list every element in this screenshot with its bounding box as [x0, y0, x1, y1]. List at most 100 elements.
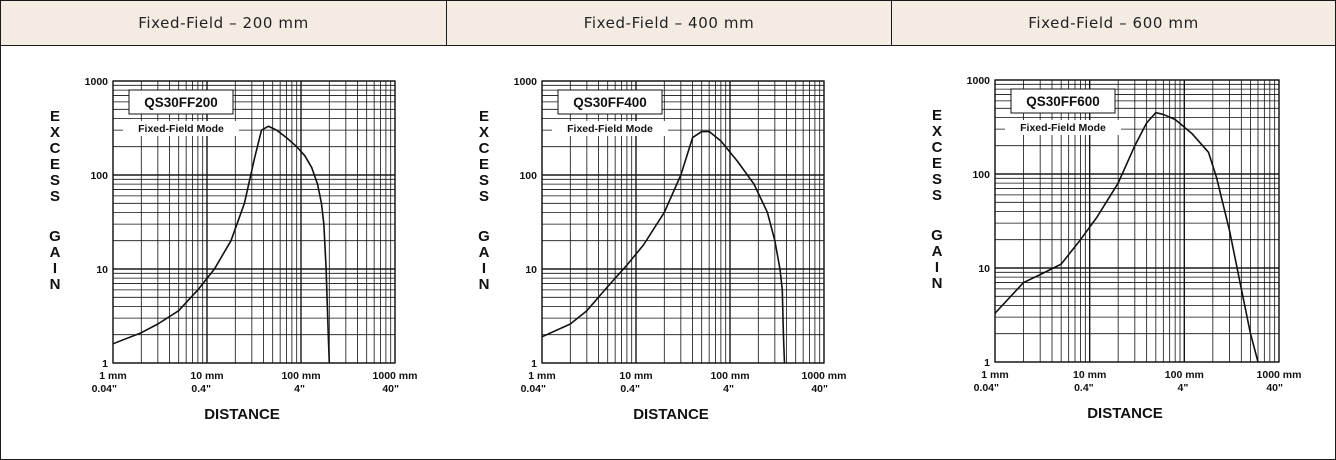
y-axis-title-letter: N — [932, 275, 943, 292]
x-axis-title: DISTANCE — [204, 406, 280, 423]
mode-label-bg — [1005, 120, 1121, 135]
y-tick-label: 1 — [102, 358, 108, 370]
y-axis-title-letter: X — [932, 123, 942, 140]
y-axis-title-letter: C — [932, 139, 943, 156]
x-tick-label-mm: 1000 mm — [1257, 369, 1302, 381]
y-axis-title-letter: I — [482, 260, 486, 277]
y-axis-title-letter: A — [932, 243, 943, 260]
y-axis-title-letter: N — [479, 276, 490, 293]
y-axis-title-letter: I — [53, 260, 57, 277]
y-axis-title-letter: E — [50, 156, 60, 173]
y-tick-label: 10 — [978, 263, 990, 275]
mode-label-bg — [552, 121, 668, 136]
chart-panel-600: 1 10 100 1000 1 mm 0.04" 10 mm 0.4" 100 mm 4" 1000… — [891, 46, 1336, 459]
y-axis-title-letter: S — [479, 172, 489, 189]
x-tick-label-inch: 0.04" — [521, 383, 546, 395]
x-tick-label-inch: 40" — [1266, 382, 1283, 394]
model-label: QS30FF200 — [144, 95, 218, 110]
y-tick-label: 1 — [984, 357, 990, 369]
y-tick-label: 100 — [972, 169, 990, 181]
y-axis-title-letter: E — [479, 108, 489, 125]
excess-gain-chart: 1 10 100 1000 1 mm0.04" 10 mm0.4" 100 mm4" 1000… — [478, 76, 847, 423]
plot-border — [994, 79, 1280, 363]
x-tick-label-inch: 0.4" — [1074, 382, 1094, 394]
y-tick-label: 10 — [525, 264, 537, 276]
y-axis-title-letter: A — [479, 244, 490, 261]
x-tick-label-mm: 1000 mm — [373, 370, 418, 382]
panel-header-200: Fixed-Field – 200 mm — [138, 14, 309, 32]
y-tick-label: 10 — [96, 264, 108, 276]
y-axis-title-letter: A — [50, 244, 61, 261]
x-tick-label-inch: 0.04" — [974, 382, 999, 394]
y-axis-title-letter: I — [935, 259, 939, 276]
excess-gain-curve — [994, 111, 1259, 363]
excess-gain-curve — [112, 125, 331, 364]
y-tick-label: 100 — [519, 170, 537, 182]
excess-gain-chart: 1 10 100 1000 1 mm0.04" 10 mm0.4" 100 mm4" 1000… — [49, 76, 418, 423]
x-tick-label-mm: 1000 mm — [802, 370, 847, 382]
x-axis-title: DISTANCE — [633, 406, 709, 423]
x-tick-label-mm: 10 mm — [619, 370, 652, 382]
y-axis-title-letter: C — [50, 140, 61, 157]
y-axis-title-letter: X — [479, 124, 489, 141]
y-axis-title-letter: G — [478, 228, 490, 245]
y-axis-title-letter: S — [932, 187, 942, 204]
x-tick-label-mm: 1 mm — [528, 370, 555, 382]
x-tick-label-inch: 40" — [382, 383, 399, 395]
y-tick-label: 1 — [531, 358, 537, 370]
y-axis-title-letter: N — [50, 276, 61, 293]
y-tick-label: 100 — [90, 170, 108, 182]
x-tick-label-inch: 40" — [811, 383, 828, 395]
x-tick-label-inch: 4" — [1178, 382, 1189, 394]
y-axis-title-letter: S — [50, 172, 60, 189]
excess-gain-chart: 1 10 100 1000 1 mm0.04" 10 mm0.4" 100 mm4" 1000… — [931, 75, 1302, 422]
y-axis-title-letter: C — [479, 140, 490, 157]
mode-label: Fixed-Field Mode — [138, 123, 224, 135]
y-axis-title-letter: S — [479, 188, 489, 205]
plot-border — [541, 80, 825, 364]
excess-gain-curve — [541, 130, 786, 364]
plot-border — [112, 80, 396, 364]
x-tick-label-inch: 4" — [294, 383, 305, 395]
x-tick-label-mm: 1 mm — [99, 370, 126, 382]
y-tick-label: 1000 — [967, 75, 991, 87]
model-label-box — [1010, 88, 1116, 114]
y-axis-title-letter: E — [479, 156, 489, 173]
x-tick-label-mm: 100 mm — [710, 370, 749, 382]
chart-panel-400: 1 10 100 1000 1 mm 0.04" 10 mm 0.4" 100 mm 4" 1000… — [446, 46, 891, 459]
x-tick-label-inch: 4" — [723, 383, 734, 395]
y-axis-title-letter: S — [932, 171, 942, 188]
x-tick-label-mm: 10 mm — [190, 370, 223, 382]
model-label: QS30FF400 — [573, 95, 647, 110]
model-label: QS30FF600 — [1026, 94, 1100, 109]
header-divider — [891, 1, 892, 45]
x-tick-label-inch: 0.4" — [191, 383, 211, 395]
panel-header-600: Fixed-Field – 600 mm — [1028, 14, 1199, 32]
mode-label: Fixed-Field Mode — [1020, 122, 1106, 134]
x-tick-label-mm: 1 mm — [981, 369, 1008, 381]
header-divider — [446, 1, 447, 45]
x-tick-label-inch: 0.4" — [620, 383, 640, 395]
panel-header-400: Fixed-Field – 400 mm — [583, 14, 755, 32]
x-axis-title: DISTANCE — [1087, 405, 1163, 422]
header-row: Fixed-Field – 200 mm Fixed-Field – 400 m… — [1, 1, 1335, 46]
chart-panel-200: 1 10 100 1000 1 mm 0.04" 10 mm 0.4" 100 mm 4" 1000… — [1, 46, 446, 459]
y-axis-title-letter: G — [931, 227, 943, 244]
y-axis-title-letter: E — [50, 108, 60, 125]
y-axis-title-letter: S — [50, 188, 60, 205]
y-axis-title-letter: G — [49, 228, 61, 245]
x-tick-label-mm: 100 mm — [281, 370, 320, 382]
model-label-box — [128, 89, 234, 115]
mode-label-bg — [123, 121, 239, 136]
mode-label: Fixed-Field Mode — [567, 123, 653, 135]
y-tick-label: 1000 — [514, 76, 538, 88]
model-label-box — [557, 89, 663, 115]
y-tick-label: 1000 — [85, 76, 109, 88]
x-tick-label-inch: 0.04" — [92, 383, 117, 395]
y-axis-title-letter: E — [932, 155, 942, 172]
x-tick-label-mm: 100 mm — [1165, 369, 1204, 381]
